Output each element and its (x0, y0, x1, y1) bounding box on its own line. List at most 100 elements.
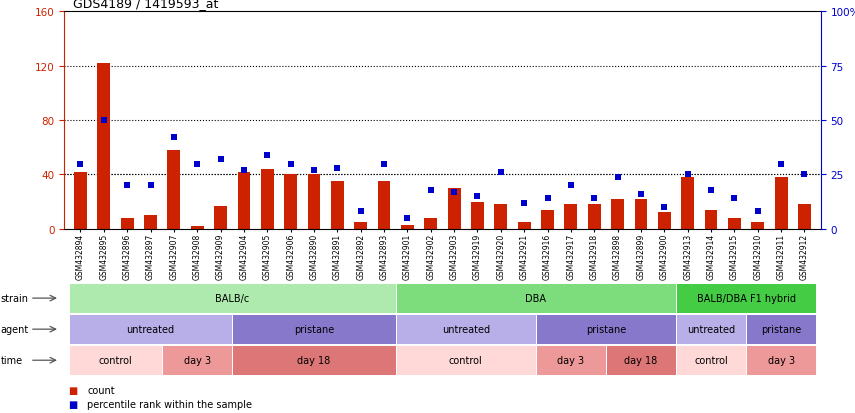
Bar (396, 345, 536, 375)
Bar (676, 315, 746, 344)
Bar (168, 151, 180, 229)
Bar (536, 345, 606, 375)
Text: untreated: untreated (127, 324, 174, 335)
Text: strain: strain (1, 293, 29, 304)
Bar (746, 315, 817, 344)
Bar (162, 345, 233, 375)
Bar (121, 218, 133, 229)
Text: day 3: day 3 (557, 355, 585, 366)
Bar (308, 175, 321, 229)
Bar (728, 218, 740, 229)
Bar (518, 223, 531, 229)
Bar (331, 182, 344, 229)
Bar (471, 202, 484, 229)
Bar (448, 189, 461, 229)
Bar (681, 178, 694, 229)
Bar (676, 283, 817, 313)
Text: control: control (694, 355, 728, 366)
Bar (144, 216, 157, 229)
Bar (775, 178, 787, 229)
Point (494, 169, 508, 176)
Text: pristane: pristane (761, 324, 801, 335)
Point (775, 161, 788, 168)
Text: untreated: untreated (687, 324, 735, 335)
Point (74, 161, 87, 168)
Bar (746, 345, 817, 375)
Point (331, 165, 345, 172)
Bar (97, 64, 110, 229)
Bar (606, 345, 676, 375)
Bar (752, 223, 764, 229)
Point (144, 183, 157, 189)
Point (191, 161, 204, 168)
Point (705, 187, 718, 193)
Bar (214, 206, 227, 229)
Point (657, 204, 671, 211)
Bar (588, 205, 601, 229)
Bar (494, 205, 507, 229)
Point (540, 195, 554, 202)
Point (751, 209, 764, 215)
Point (377, 161, 391, 168)
Text: ■: ■ (68, 399, 78, 409)
Bar (233, 315, 396, 344)
Bar (74, 172, 87, 229)
Text: day 3: day 3 (184, 355, 211, 366)
Text: control: control (98, 355, 133, 366)
Point (284, 161, 298, 168)
Bar (536, 315, 676, 344)
Bar (68, 345, 162, 375)
Text: time: time (1, 355, 23, 366)
Text: BALB/DBA F1 hybrid: BALB/DBA F1 hybrid (697, 293, 795, 304)
Point (447, 189, 461, 196)
Text: day 3: day 3 (768, 355, 794, 366)
Text: percentile rank within the sample: percentile rank within the sample (87, 399, 252, 409)
Text: day 18: day 18 (298, 355, 331, 366)
Point (167, 135, 180, 141)
Bar (354, 223, 367, 229)
Point (307, 167, 321, 174)
Point (798, 172, 811, 178)
Bar (424, 218, 437, 229)
Text: count: count (87, 385, 115, 395)
Text: ■: ■ (68, 385, 78, 395)
Text: pristane: pristane (586, 324, 626, 335)
Point (214, 157, 227, 163)
Bar (68, 283, 396, 313)
Bar (634, 199, 647, 229)
Text: agent: agent (1, 324, 29, 335)
Bar (233, 345, 396, 375)
Bar (378, 182, 391, 229)
Bar (657, 213, 671, 229)
Bar (191, 226, 203, 229)
Point (97, 117, 110, 124)
Point (401, 215, 415, 222)
Bar (401, 225, 414, 229)
Point (237, 167, 251, 174)
Bar (676, 345, 746, 375)
Bar (284, 175, 297, 229)
Bar (396, 283, 676, 313)
Text: control: control (449, 355, 483, 366)
Bar (396, 315, 536, 344)
Point (681, 172, 694, 178)
Point (610, 174, 624, 180)
Point (587, 195, 601, 202)
Point (354, 209, 368, 215)
Bar (798, 205, 811, 229)
Point (121, 183, 134, 189)
Bar (261, 170, 274, 229)
Bar (68, 315, 233, 344)
Point (728, 195, 741, 202)
Text: pristane: pristane (294, 324, 334, 335)
Bar (541, 210, 554, 229)
Point (564, 183, 578, 189)
Text: DBA: DBA (525, 293, 546, 304)
Point (517, 200, 531, 206)
Point (634, 191, 648, 198)
Text: BALB/c: BALB/c (215, 293, 250, 304)
Bar (238, 172, 251, 229)
Text: day 18: day 18 (624, 355, 657, 366)
Bar (564, 205, 577, 229)
Point (261, 152, 274, 159)
